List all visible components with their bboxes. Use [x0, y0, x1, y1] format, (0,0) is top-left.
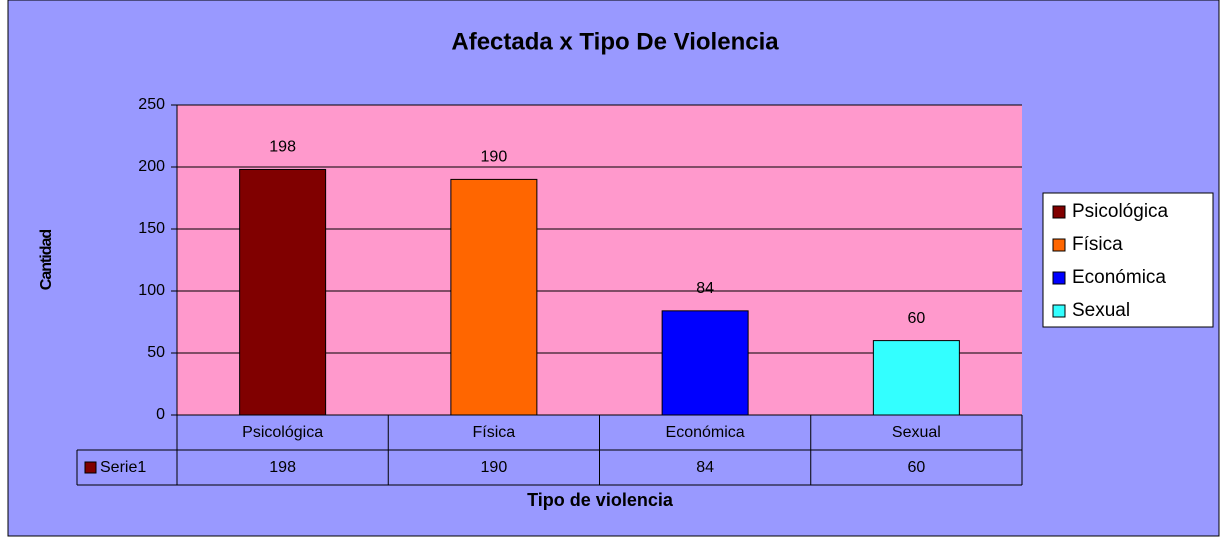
bar: [872, 340, 960, 416]
legend-key: [1052, 238, 1066, 252]
bar: [661, 310, 749, 416]
data-label: 60: [907, 310, 925, 327]
legend-key: [1052, 205, 1066, 219]
legend-label: Física: [1072, 234, 1123, 255]
legend-key: [1052, 304, 1066, 318]
y-tick-label: 150: [138, 220, 165, 237]
x-tick-label: Psicológica: [242, 424, 323, 441]
table-series-name: Serie1: [100, 459, 146, 476]
x-tick-label: Económica: [666, 424, 745, 441]
legend-label: Sexual: [1072, 300, 1130, 321]
table-value: 198: [269, 459, 296, 476]
y-tick-label: 200: [138, 158, 165, 175]
table-value: 190: [481, 459, 508, 476]
data-label: 84: [696, 280, 714, 297]
bar: [239, 168, 327, 416]
y-tick-label: 250: [138, 96, 165, 113]
x-axis-label: Tipo de violencia: [527, 490, 674, 510]
x-tick-label: Sexual: [892, 424, 941, 441]
table-value: 60: [907, 459, 925, 476]
legend-label: Económica: [1072, 267, 1166, 288]
chart-title: Afectada x Tipo De Violencia: [451, 28, 779, 55]
legend-label: Psicológica: [1072, 201, 1169, 222]
data-label: 190: [481, 149, 508, 166]
data-label: 198: [269, 139, 296, 156]
y-tick-label: 50: [147, 344, 165, 361]
x-tick-label: Física: [473, 424, 516, 441]
table-legend-key: [84, 461, 97, 474]
y-tick-label: 0: [156, 406, 165, 423]
y-axis-label: Cantidad: [38, 230, 55, 291]
bar: [450, 178, 538, 416]
legend-key: [1052, 271, 1066, 285]
legend: [1042, 192, 1214, 328]
table-value: 84: [696, 459, 714, 476]
y-tick-label: 100: [138, 282, 165, 299]
